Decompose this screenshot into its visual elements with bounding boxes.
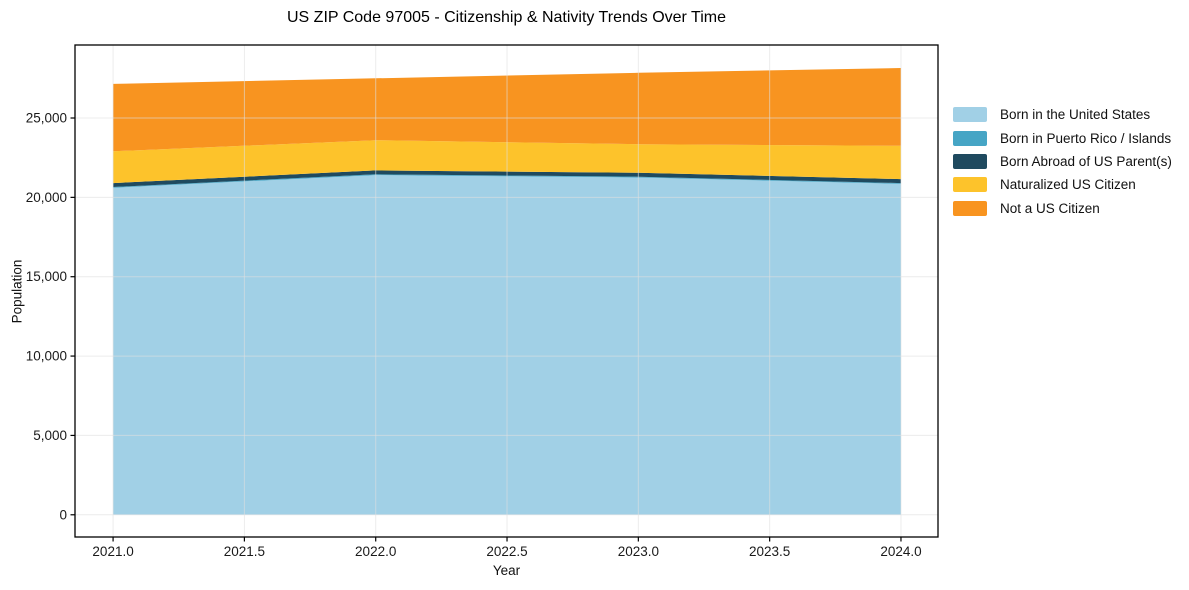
x-tick-label: 2021.5 bbox=[224, 544, 265, 559]
legend-swatch bbox=[953, 107, 987, 123]
y-tick-label: 0 bbox=[59, 507, 67, 522]
legend-swatch bbox=[953, 200, 987, 216]
legend-item: Born in the United States bbox=[953, 103, 1172, 126]
y-axis-label: Population bbox=[9, 259, 25, 324]
y-tick-label: 15,000 bbox=[26, 269, 67, 284]
x-tick-label: 2023.0 bbox=[618, 544, 659, 559]
legend-swatch bbox=[953, 177, 987, 193]
legend-item: Naturalized US Citizen bbox=[953, 173, 1172, 196]
x-tick-label: 2023.5 bbox=[749, 544, 790, 559]
legend-item: Born Abroad of US Parent(s) bbox=[953, 150, 1172, 173]
area-born-abroad-of-us-parent-s bbox=[113, 170, 902, 187]
y-tick-label: 25,000 bbox=[26, 111, 67, 126]
y-tick-label: 20,000 bbox=[26, 190, 67, 205]
chart-title: US ZIP Code 97005 - Citizenship & Nativi… bbox=[287, 9, 726, 26]
legend-label: Born in Puerto Rico / Islands bbox=[1000, 130, 1172, 146]
legend-label: Born in the United States bbox=[1000, 107, 1151, 123]
legend: Born in the United States Born in Puerto … bbox=[953, 103, 1172, 220]
legend-swatch bbox=[953, 153, 987, 169]
legend-item: Not a US Citizen bbox=[953, 197, 1172, 220]
x-axis-label: Year bbox=[492, 563, 521, 578]
x-tick-label: 2021.0 bbox=[92, 544, 133, 559]
x-tick-label: 2022.0 bbox=[355, 544, 396, 559]
y-tick-label: 10,000 bbox=[26, 349, 67, 364]
legend-label: Naturalized US Citizen bbox=[1000, 177, 1136, 193]
x-tick-label: 2024.0 bbox=[880, 544, 921, 559]
x-tick-label: 2022.5 bbox=[486, 544, 527, 559]
legend-label: Not a US Citizen bbox=[1000, 200, 1100, 216]
area-born-in-puerto-rico-islands bbox=[113, 174, 902, 188]
y-tick-label: 5,000 bbox=[33, 428, 67, 443]
legend-swatch bbox=[953, 130, 987, 146]
legend-label: Born Abroad of US Parent(s) bbox=[1000, 153, 1172, 169]
legend-item: Born in Puerto Rico / Islands bbox=[953, 126, 1172, 149]
